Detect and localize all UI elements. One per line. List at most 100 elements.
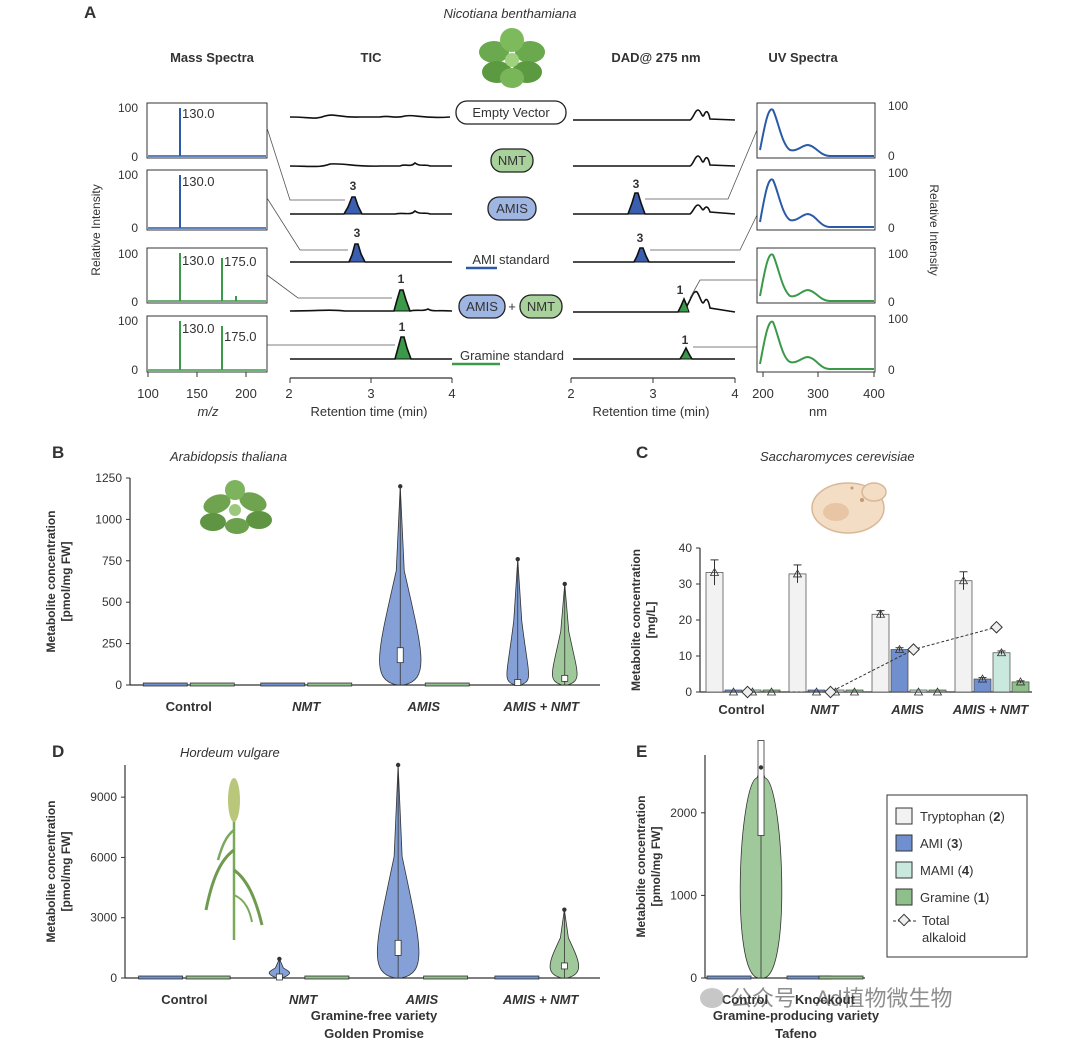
yeast-icon xyxy=(811,482,887,534)
chart-c-bar-ami-1 xyxy=(807,689,826,693)
chart-c-ytick-label: 40 xyxy=(679,541,693,555)
chart-c-bar-gramine-3 xyxy=(1011,681,1030,693)
barley-plant-icon xyxy=(204,778,264,940)
chart-e-gramine-0-box xyxy=(757,740,765,836)
ms-peak-3a-label: 130.0 xyxy=(182,253,215,268)
chart-b-category-label: AMIS xyxy=(407,699,441,714)
row-labels: Empty Vector NMT AMIS AMI standard AMIS … xyxy=(452,100,567,366)
row-label-combo-nmt: NMT xyxy=(527,299,555,314)
chart-b-ami-3-box xyxy=(514,679,522,686)
chart-c-point-tryptophan-0 xyxy=(709,567,720,576)
chart-b-ytick-label: 500 xyxy=(102,595,122,609)
chart-c-category-label: AMIS + NMT xyxy=(952,702,1030,717)
col-title-uv: UV Spectra xyxy=(768,50,838,65)
legend-label-gramine: Gramine (1) xyxy=(920,890,989,905)
dad-trace-gramine-standard xyxy=(573,346,735,360)
chart-e-ytick-label: 0 xyxy=(690,971,697,985)
ms-ytick-0-2: 0 xyxy=(131,221,138,235)
watermark: 公众号 · Ad植物微生物 xyxy=(700,986,952,1011)
nicotiana-plant-icon xyxy=(479,28,545,88)
ms-ytick-0-1: 0 xyxy=(131,150,138,164)
chart-b: 0 250 500 750 1000 1250 Metabolite concentrati… xyxy=(44,471,600,714)
chart-b-ytick-label: 1250 xyxy=(95,471,122,485)
chart-b-ami-1-violin xyxy=(260,682,306,687)
chart-c-bar-gramine-1 xyxy=(845,689,864,693)
uv-xtick-200: 200 xyxy=(752,386,774,401)
chart-d-gramine-3-box xyxy=(560,962,568,970)
uv-curve-4 xyxy=(759,320,874,370)
chart-c-ytick-label: 10 xyxy=(679,649,693,663)
uv-box-2 xyxy=(756,169,876,231)
ms-box-1 xyxy=(146,102,268,159)
ms-peak-3b-label: 175.0 xyxy=(224,254,257,269)
ms-peak-4b-label: 175.0 xyxy=(224,329,257,344)
ms-ytick-100-4: 100 xyxy=(118,314,138,328)
chart-d-category-label: AMIS xyxy=(405,992,439,1007)
chart-c-bar-ami-2 xyxy=(890,649,909,693)
chart-d-ami-3-violin xyxy=(494,975,540,980)
uv-ytick-100-3: 100 xyxy=(888,247,908,261)
legend-label-total-1: Total xyxy=(922,913,950,928)
legend-total-marker xyxy=(897,913,911,927)
ms-peak-1-label: 130.0 xyxy=(182,106,215,121)
uv-curve-2 xyxy=(759,178,874,228)
legend-label-ami: AMI (3) xyxy=(920,836,963,851)
chart-c-bar-tryptophan-1 xyxy=(788,573,807,693)
chart-e-gramine-1-violin xyxy=(818,975,864,980)
uv-box-3 xyxy=(756,247,876,304)
chart-c-bar-ami-0 xyxy=(724,689,743,693)
chart-c-category-label: AMIS xyxy=(890,702,924,717)
ms-xtick-100: 100 xyxy=(137,386,159,401)
row-label-combo-plus: + xyxy=(508,299,516,314)
chart-c-point-gramine-3 xyxy=(1015,677,1026,686)
uv-xlabel: nm xyxy=(809,404,827,419)
chart-c-total-alkaloid-marker-2 xyxy=(907,643,920,656)
panel-c-label: C xyxy=(636,443,648,462)
ms-peak-4a-label: 130.0 xyxy=(182,321,215,336)
dad-trace-amis xyxy=(573,192,736,215)
row-label-amis: AMIS xyxy=(496,201,528,216)
dad-xlabel: Retention time (min) xyxy=(592,404,709,419)
dad-trace-combo xyxy=(573,290,736,313)
chart-c-point-ami-0 xyxy=(728,687,739,696)
chart-e: 0 1000 2000 Metabolite concentration [pmol/m… xyxy=(634,740,865,1007)
tic-trace-gramine-standard xyxy=(290,336,452,360)
uv-xtick-400: 400 xyxy=(863,386,885,401)
chart-b-gramine-1-violin xyxy=(307,682,353,687)
dad-xtick-3: 3 xyxy=(649,386,656,401)
col-title-dad: DAD@ 275 nm xyxy=(611,50,700,65)
panel-d-organism: Hordeum vulgare xyxy=(180,745,280,760)
chart-c-category-label: Control xyxy=(718,702,764,717)
chart-b-ytick-label: 0 xyxy=(115,678,122,692)
chart-c-bar-mami-3 xyxy=(992,652,1011,693)
dad-peak-ami-amis xyxy=(627,192,646,215)
chart-c-ylabel-line2: [mg/L] xyxy=(644,602,658,639)
chart-c-point-gramine-2 xyxy=(932,687,943,696)
arabidopsis-plant-icon xyxy=(200,480,272,534)
ms-xlabel: m/z xyxy=(198,404,219,419)
dad-column: 3 3 1 1 2 3 4 Retention time (min) xyxy=(567,109,739,419)
chart-d-category-label: Control xyxy=(161,992,207,1007)
chart-c-point-tryptophan-3 xyxy=(958,575,969,585)
chart-c-point-mami-3 xyxy=(996,647,1007,657)
row-label-combo-amis: AMIS xyxy=(466,299,498,314)
chart-e-gramine-0-outlier xyxy=(758,765,764,770)
ms-box-4 xyxy=(146,315,268,373)
dad-peak-ami-standard xyxy=(633,247,650,263)
chart-d-gramine-3-outlier xyxy=(562,907,567,912)
chart-b-category-label: NMT xyxy=(292,699,321,714)
chart-c-bar-tryptophan-0 xyxy=(705,572,724,693)
chart-d-ami-1-box xyxy=(275,973,283,981)
tic-xtick-3: 3 xyxy=(367,386,374,401)
wechat-icon xyxy=(700,988,724,1008)
tic-peak-ami-amis xyxy=(343,196,363,215)
chart-c-total-alkaloid-marker-0 xyxy=(741,685,754,699)
panel-e-label: E xyxy=(636,742,647,761)
row-label-combo-amis-box xyxy=(458,294,506,319)
chart-d-ytick-label: 6000 xyxy=(90,850,117,864)
chart-d: 0 3000 6000 9000 Metabolite concentration [pm… xyxy=(44,762,600,1007)
panel-c-organism: Saccharomyces cerevisiae xyxy=(760,449,915,464)
chart-c-total-alkaloid-marker-1 xyxy=(824,685,837,699)
chart-c-ylabel-line1: Metabolite concentration xyxy=(629,549,643,691)
